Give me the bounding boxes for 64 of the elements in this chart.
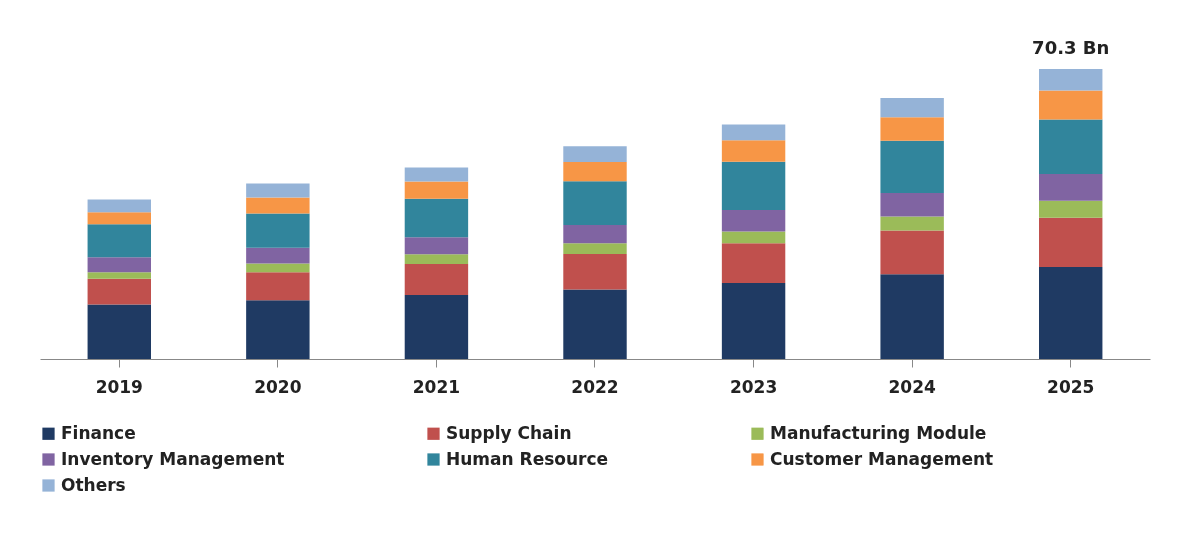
annotation: 70.3 Bn: [1032, 37, 1110, 58]
x-tick-label: 2019: [95, 376, 143, 397]
bar: [1039, 200, 1103, 218]
bar: [87, 199, 151, 213]
x-tick-label: 2021: [412, 376, 461, 397]
bar: [563, 181, 627, 226]
bar: [721, 283, 786, 359]
bar: [563, 162, 627, 182]
x-tick-label: 2025: [1047, 376, 1095, 397]
bar: [721, 209, 786, 232]
bar: [880, 98, 944, 118]
legend-label: Customer Management: [770, 448, 994, 469]
bar: [87, 272, 151, 279]
bar: [1039, 217, 1103, 268]
bar: [721, 124, 786, 141]
bar: [87, 224, 151, 258]
x-tick-label: 2022: [571, 376, 619, 397]
legend-label: Manufacturing Module: [770, 422, 987, 443]
bar: [404, 263, 469, 295]
bar: [563, 243, 627, 255]
legend-label: Finance: [61, 422, 136, 443]
bar: [246, 183, 310, 198]
bar: [404, 237, 469, 255]
bar: [87, 304, 151, 359]
legend-label: Human Resource: [446, 448, 609, 469]
bar: [246, 197, 310, 214]
bar: [880, 230, 944, 275]
bar: [87, 212, 151, 225]
bar: [1039, 119, 1103, 174]
bar: [404, 181, 469, 199]
bar: [880, 216, 944, 231]
bar: [721, 140, 786, 162]
bar: [880, 140, 944, 194]
x-tick-label: 2024: [888, 376, 936, 397]
legend-label: Inventory Management: [61, 448, 285, 469]
bar: [880, 117, 944, 141]
bar: [563, 289, 627, 359]
bar: [246, 213, 310, 248]
bar: [246, 247, 310, 264]
bar: [563, 225, 627, 244]
bar: [1039, 173, 1103, 201]
bar: [563, 146, 627, 163]
bar: [87, 278, 151, 305]
bar: [246, 263, 310, 273]
x-tick-label: 2023: [729, 376, 778, 397]
bar: [721, 161, 786, 210]
bar: [880, 274, 944, 359]
bar: [721, 231, 786, 244]
bar: [404, 254, 469, 264]
bar: [1039, 267, 1103, 359]
bar: [246, 272, 310, 301]
bar: [563, 254, 627, 290]
x-tick-label: 2020: [254, 376, 302, 397]
bar: [404, 198, 469, 238]
legend-label: Others: [61, 474, 126, 495]
bar: [87, 257, 151, 273]
legend-label: Supply Chain: [446, 422, 572, 443]
bar: [880, 193, 944, 217]
bar: [721, 243, 786, 284]
bar: [404, 167, 469, 182]
bar: [246, 300, 310, 359]
bar: [1039, 69, 1103, 91]
bar: [404, 294, 469, 359]
bar: [1039, 90, 1103, 120]
